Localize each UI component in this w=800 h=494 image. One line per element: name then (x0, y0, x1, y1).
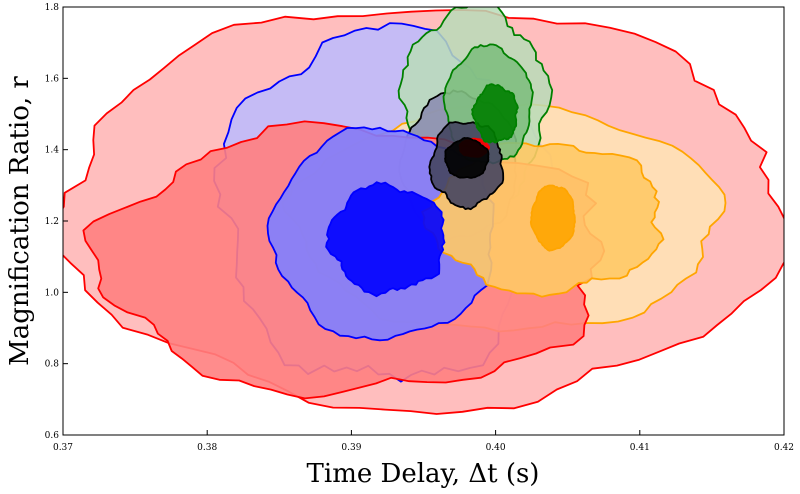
contour-series-4-inner (444, 137, 490, 179)
y-tick-label: 1.6 (45, 74, 60, 84)
contour-series-2-inner (529, 184, 576, 252)
y-tick-label: 0.8 (45, 360, 60, 370)
x-tick-label: 0.40 (486, 443, 506, 453)
y-tick-label: 1.8 (45, 3, 60, 13)
y-tick-label: 1.4 (45, 146, 60, 156)
y-tick-label: 1.2 (45, 217, 59, 227)
contour-series-3-inner (471, 83, 519, 144)
y-tick-label: 1.0 (45, 288, 60, 298)
x-tick-label: 0.41 (630, 443, 650, 453)
y-tick-label: 0.6 (45, 431, 60, 441)
x-axis: 0.37 0.38 0.39 0.40 0.41 0.42 (53, 430, 794, 453)
y-axis: 0.6 0.8 1.0 1.2 1.4 1.6 1.8 (45, 3, 68, 441)
y-axis-label: Magnification Ratio, r (5, 76, 35, 366)
x-tick-label: 0.42 (774, 443, 794, 453)
x-axis-label: Time Delay, Δt (s) (307, 459, 540, 489)
x-tick-label: 0.39 (341, 443, 361, 453)
contour-layer (63, 7, 784, 415)
x-tick-label: 0.37 (53, 443, 73, 453)
x-tick-label: 0.38 (197, 443, 217, 453)
contour-series-1-inner (325, 181, 446, 298)
